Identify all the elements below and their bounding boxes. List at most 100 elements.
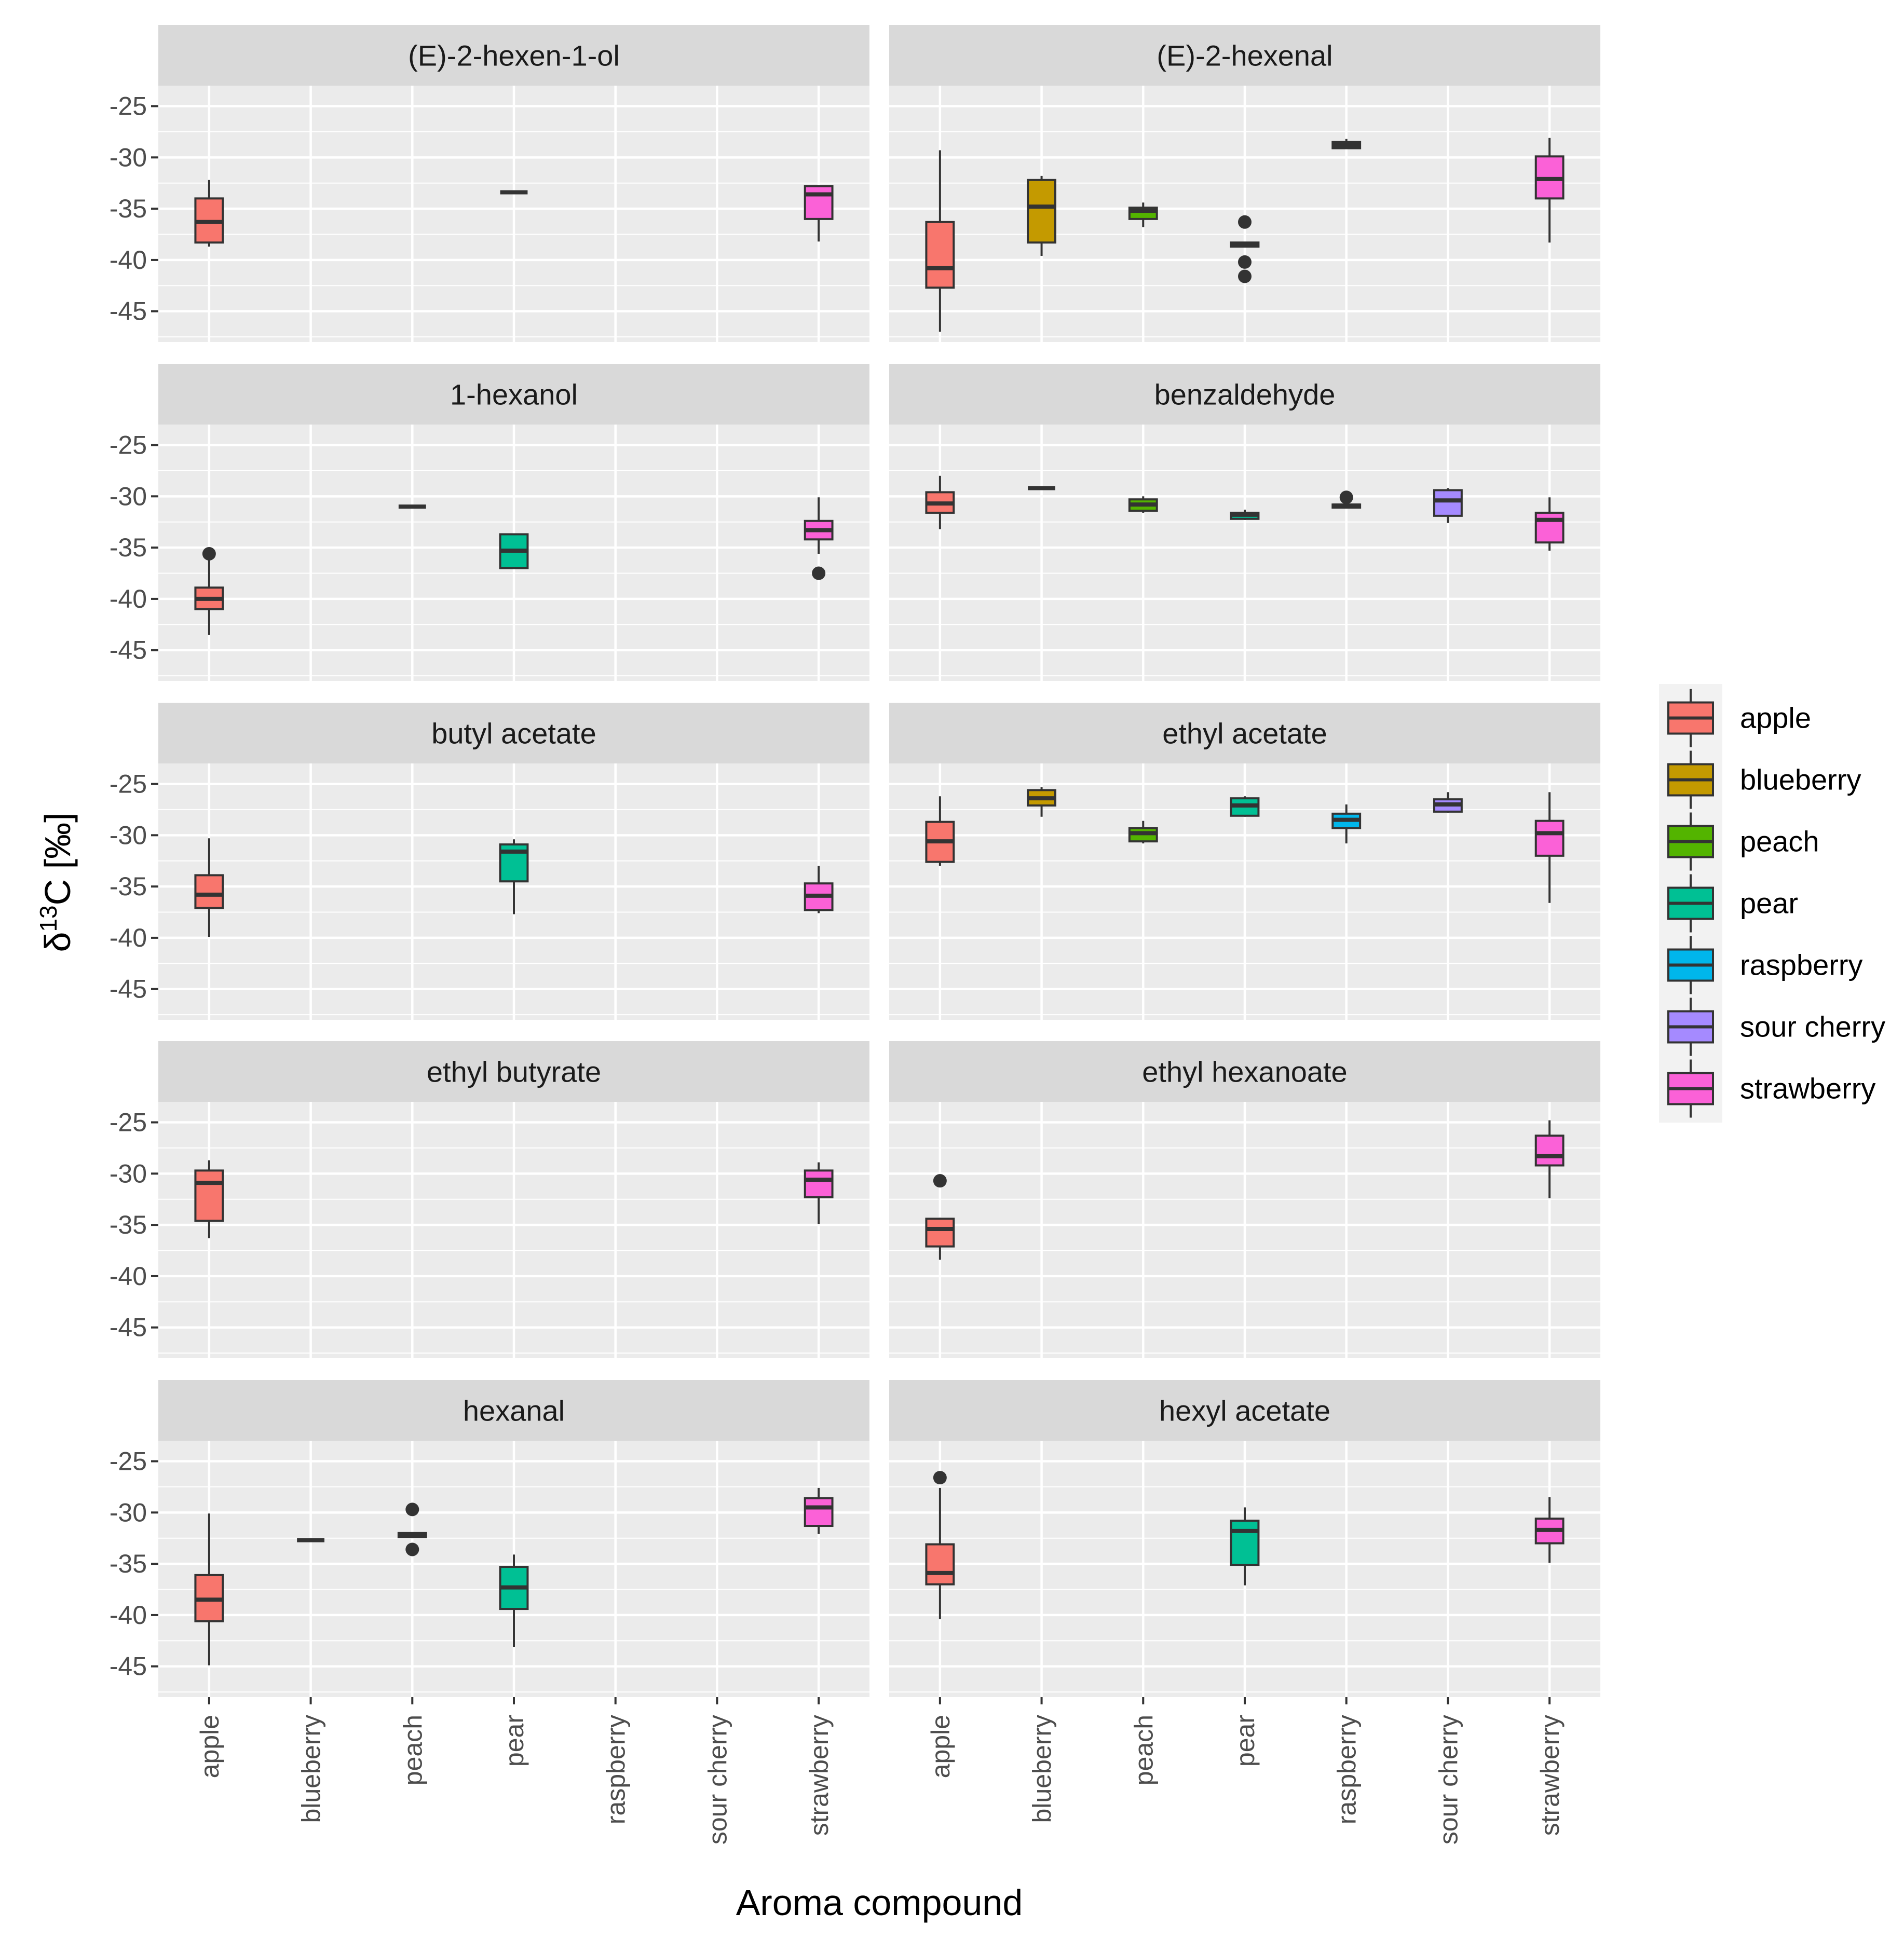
- box-raspberry: [1331, 490, 1362, 509]
- x-tick-label: raspberry: [602, 1715, 631, 1824]
- panel-title: ethyl butyrate: [427, 1056, 601, 1088]
- box-pear: [499, 533, 529, 569]
- x-tick-label: strawberry: [1535, 1715, 1565, 1836]
- legend-item-sour-cherry: sour cherry: [1667, 998, 1885, 1056]
- x-tick-label: sour cherry: [703, 1715, 732, 1845]
- box-iqr: [194, 1169, 224, 1222]
- box-iqr: [925, 1543, 955, 1586]
- box-iqr: [1433, 489, 1463, 517]
- panel-hexanal: hexanal -25 -30 -35 -40 -45: [110, 1380, 869, 1697]
- box-raspberry: [1331, 139, 1362, 149]
- panel-title: hexyl acetate: [1159, 1395, 1330, 1427]
- box-pear: [1230, 510, 1260, 520]
- box-peach: [1128, 202, 1158, 227]
- outlier-point: [933, 1174, 947, 1188]
- box-strawberry: [804, 1162, 834, 1224]
- outlier-point: [405, 1502, 419, 1517]
- box-apple: [925, 1174, 955, 1260]
- box-iqr: [925, 1218, 955, 1248]
- panel-strip: [158, 364, 869, 425]
- legend-label: blueberry: [1740, 763, 1861, 796]
- panel-e-2-hexenal: (E)-2-hexenal: [889, 25, 1600, 342]
- panel-title: ethyl acetate: [1162, 717, 1327, 750]
- box-iqr: [804, 1169, 834, 1198]
- y-tick-label: -45: [110, 1313, 147, 1342]
- legend-label: sour cherry: [1740, 1010, 1885, 1043]
- legend-label: raspberry: [1740, 949, 1863, 981]
- y-axis-title: δ13C [‰]: [35, 812, 78, 952]
- panel-strip: [158, 25, 869, 86]
- legend-item-blueberry: blueberry: [1667, 750, 1861, 809]
- box-apple: [194, 180, 224, 247]
- y-axis-title-superscript: 13: [35, 905, 62, 932]
- y-axis-title-suffix: C [‰]: [37, 812, 78, 905]
- box-strawberry: [1534, 1120, 1565, 1198]
- panel-strip: [889, 364, 1600, 425]
- y-tick-label: -35: [110, 194, 147, 223]
- panel-ethyl-acetate: ethyl acetate: [889, 703, 1600, 1020]
- box-sour-cherry: [1433, 488, 1463, 523]
- box-apple: [194, 1513, 224, 1665]
- box-apple: [925, 1471, 955, 1619]
- box-apple: [925, 475, 955, 529]
- box-peach: [1128, 821, 1158, 844]
- legend-label: peach: [1740, 825, 1819, 858]
- box-peach: [397, 1502, 427, 1556]
- outlier-point: [812, 566, 826, 580]
- box-pear: [499, 1554, 529, 1647]
- outlier-point: [1238, 269, 1252, 283]
- legend-item-strawberry: strawberry: [1667, 1059, 1875, 1118]
- x-tick-label: strawberry: [805, 1715, 834, 1836]
- box-apple: [925, 150, 955, 332]
- box-strawberry: [1534, 497, 1565, 551]
- panel-strip: [889, 25, 1600, 86]
- y-tick-label: -40: [110, 584, 147, 613]
- box-strawberry: [804, 1487, 834, 1534]
- panel-strip: [889, 1041, 1600, 1102]
- box-blueberry: [1027, 787, 1056, 817]
- x-axis-right: apple blueberry peach pear raspberry sour che…: [926, 1697, 1565, 1845]
- box-strawberry: [804, 866, 834, 913]
- legend-label: apple: [1740, 702, 1811, 734]
- box-iqr: [194, 874, 224, 909]
- outlier-point: [1238, 215, 1252, 229]
- outlier-point: [405, 1542, 419, 1556]
- y-tick-label: -40: [110, 923, 147, 952]
- panel-e-2-hexen-1-ol: (E)-2-hexen-1-ol -25 -30 -35 -40 -45: [110, 25, 869, 342]
- x-tick-label: apple: [926, 1715, 955, 1778]
- panel-strip: [158, 703, 869, 763]
- legend-item-raspberry: raspberry: [1667, 936, 1863, 994]
- box-strawberry: [1534, 792, 1565, 903]
- y-tick-label: -30: [110, 821, 147, 850]
- box-pear: [499, 839, 529, 914]
- x-tick-label: sour cherry: [1434, 1715, 1463, 1845]
- legend: apple blueberry peach pear raspberry sour che…: [1659, 684, 1885, 1123]
- x-tick-label: apple: [195, 1715, 224, 1778]
- x-axis-title: Aroma compound: [736, 1882, 1023, 1923]
- y-tick-label: -40: [110, 1601, 147, 1630]
- outlier-point: [202, 547, 216, 561]
- legend-label: pear: [1740, 887, 1798, 920]
- y-tick-label: -45: [110, 297, 147, 326]
- facet-panels: (E)-2-hexen-1-ol-25-30-35-40-45(E)-2-hex…: [110, 25, 1600, 1697]
- box-pear: [1230, 1507, 1260, 1586]
- legend-item-pear: pear: [1667, 874, 1798, 933]
- y-tick-label: -35: [110, 533, 147, 562]
- box-iqr: [1534, 1135, 1565, 1167]
- y-tick-label: -45: [110, 636, 147, 665]
- x-tick-label: pear: [500, 1715, 529, 1767]
- box-strawberry: [804, 185, 834, 242]
- panel-butyl-acetate: butyl acetate -25 -30 -35 -40 -45: [110, 703, 869, 1020]
- box-raspberry: [1331, 804, 1362, 844]
- y-tick-label: -25: [110, 92, 147, 121]
- box-iqr: [925, 221, 955, 289]
- y-tick-label: -30: [110, 143, 147, 172]
- y-axis-title-prefix: δ: [37, 932, 78, 952]
- panel-1-hexanol: 1-hexanol -25 -30 -35 -40 -45: [110, 364, 869, 681]
- x-tick-label: peach: [1129, 1715, 1158, 1785]
- legend-label: strawberry: [1740, 1072, 1875, 1105]
- x-tick-label: raspberry: [1332, 1715, 1362, 1824]
- y-tick-label: -30: [110, 482, 147, 511]
- box-iqr: [1534, 511, 1565, 544]
